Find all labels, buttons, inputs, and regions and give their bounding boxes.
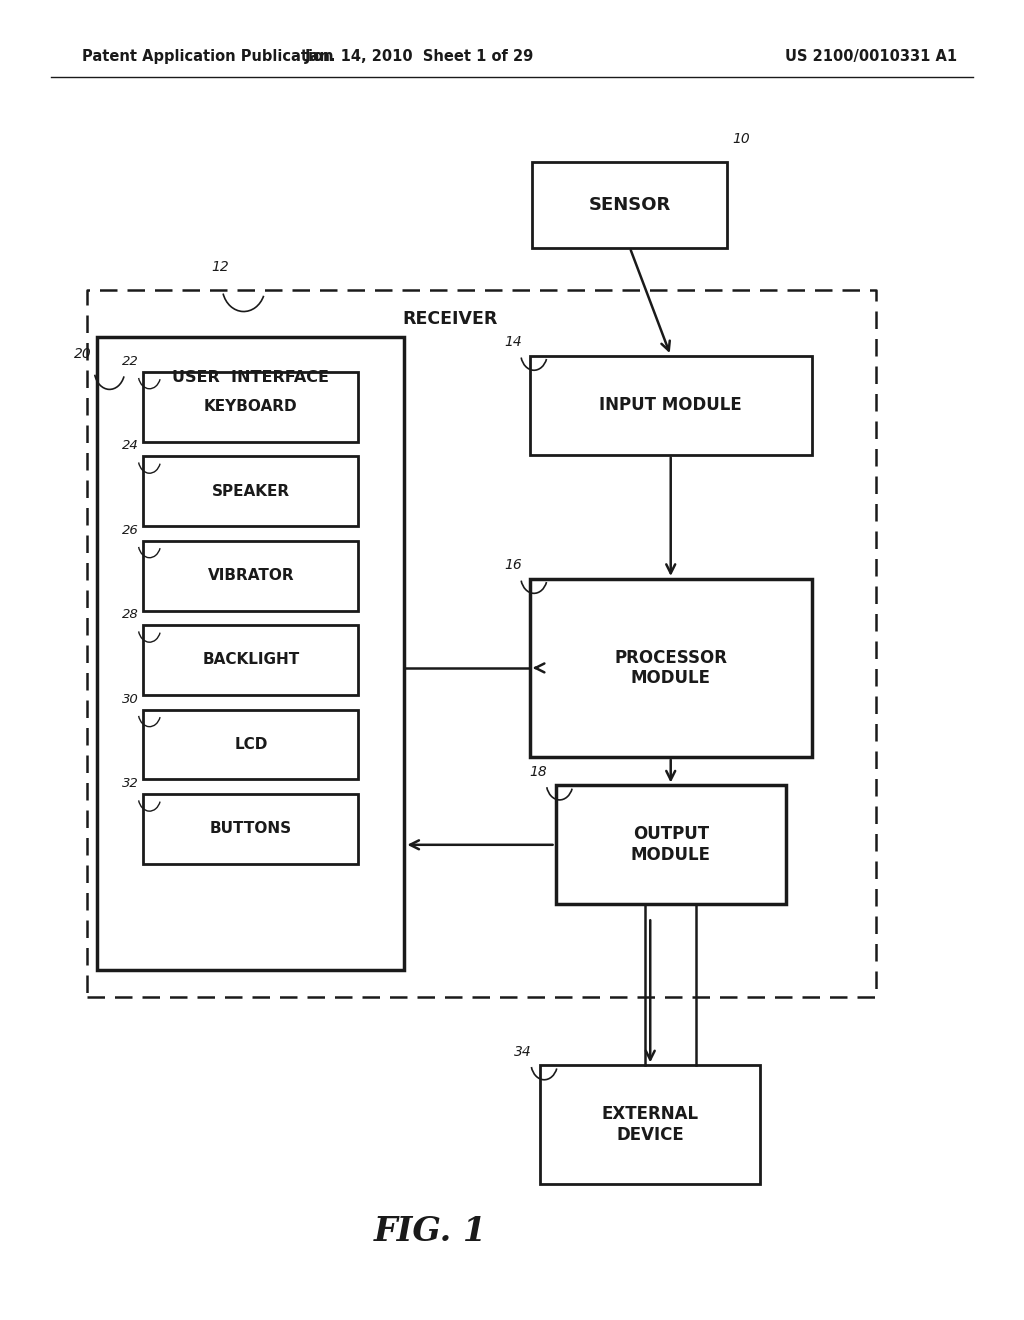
Text: 34: 34 — [514, 1044, 532, 1059]
Text: 18: 18 — [529, 764, 547, 779]
Text: 32: 32 — [122, 777, 138, 789]
Text: VIBRATOR: VIBRATOR — [208, 568, 294, 583]
Text: BACKLIGHT: BACKLIGHT — [203, 652, 299, 668]
Text: 30: 30 — [122, 693, 138, 705]
Text: USER  INTERFACE: USER INTERFACE — [172, 370, 330, 384]
Text: KEYBOARD: KEYBOARD — [204, 399, 298, 414]
Text: Patent Application Publication: Patent Application Publication — [82, 49, 334, 65]
Bar — [541, 1065, 760, 1184]
Bar — [143, 541, 358, 610]
Text: Jan. 14, 2010  Sheet 1 of 29: Jan. 14, 2010 Sheet 1 of 29 — [305, 49, 535, 65]
Text: 26: 26 — [122, 524, 138, 537]
Bar — [143, 710, 358, 779]
Text: LCD: LCD — [234, 737, 267, 752]
Bar — [143, 626, 358, 694]
Bar — [97, 337, 404, 970]
Text: 12: 12 — [211, 260, 229, 273]
Text: INPUT MODULE: INPUT MODULE — [599, 396, 742, 414]
Text: EXTERNAL
DEVICE: EXTERNAL DEVICE — [602, 1105, 698, 1144]
Text: 20: 20 — [75, 347, 92, 362]
Bar — [530, 355, 812, 454]
Text: 16: 16 — [504, 558, 522, 573]
Text: BUTTONS: BUTTONS — [210, 821, 292, 837]
Text: 22: 22 — [122, 355, 138, 368]
Text: SENSOR: SENSOR — [589, 195, 671, 214]
Bar — [143, 455, 358, 525]
Bar — [530, 578, 812, 758]
Text: 10: 10 — [732, 132, 750, 147]
Text: 24: 24 — [122, 440, 138, 451]
Bar — [143, 795, 358, 865]
Text: RECEIVER: RECEIVER — [402, 310, 499, 329]
Text: PROCESSOR
MODULE: PROCESSOR MODULE — [614, 648, 727, 688]
Bar — [143, 372, 358, 441]
Bar — [532, 162, 727, 248]
Text: 14: 14 — [504, 335, 522, 350]
Text: US 2100/0010331 A1: US 2100/0010331 A1 — [785, 49, 957, 65]
Text: 28: 28 — [122, 609, 138, 622]
Text: OUTPUT
MODULE: OUTPUT MODULE — [631, 825, 711, 865]
Text: SPEAKER: SPEAKER — [212, 483, 290, 499]
Bar — [555, 785, 786, 904]
Text: FIG. 1: FIG. 1 — [374, 1214, 486, 1249]
